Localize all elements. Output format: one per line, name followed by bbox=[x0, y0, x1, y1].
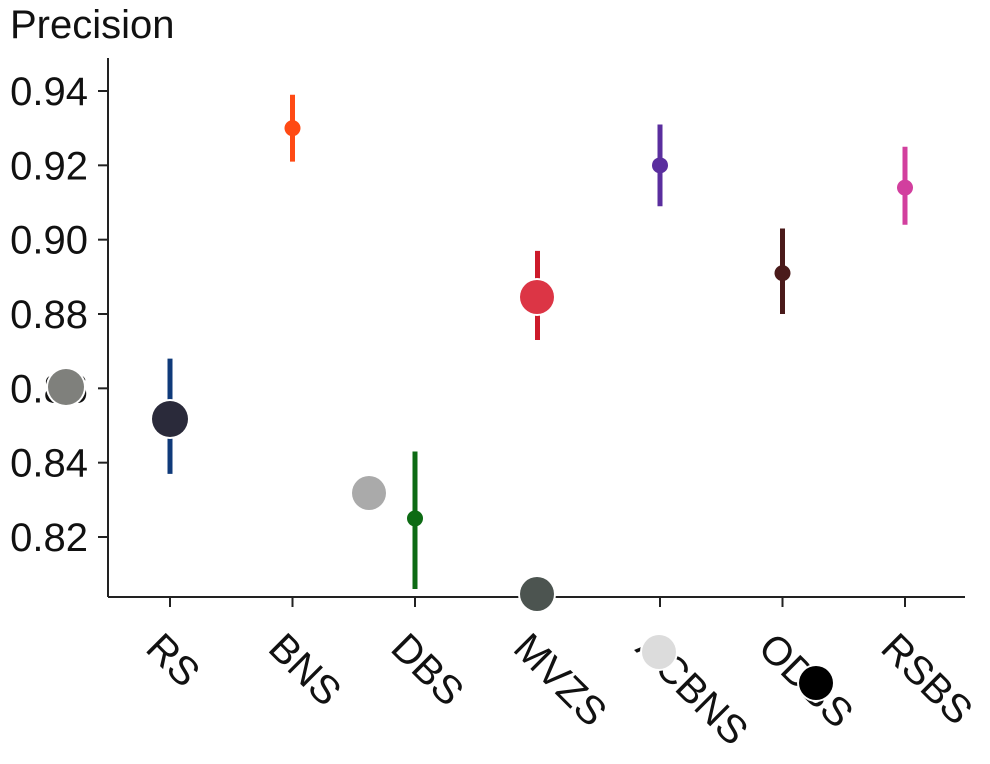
overlay-marker bbox=[642, 635, 676, 669]
x-tick-label: MVZS bbox=[505, 625, 615, 735]
x-tick-label: RSBS bbox=[873, 625, 981, 733]
point-dbs bbox=[407, 510, 423, 527]
point-odbs bbox=[774, 265, 791, 282]
overlay-marker bbox=[152, 401, 188, 437]
overlay-marker bbox=[520, 577, 554, 611]
overlay-marker bbox=[48, 369, 84, 405]
error-bars bbox=[167, 94, 908, 590]
overlay-marker bbox=[352, 476, 386, 510]
point-rsbs bbox=[897, 179, 913, 196]
overlay-marker bbox=[520, 280, 554, 314]
y-tick-label: 0.84 bbox=[10, 442, 88, 486]
y-tick-label: 0.94 bbox=[10, 70, 88, 114]
point-bns bbox=[284, 120, 301, 137]
overlay-markers bbox=[46, 278, 835, 702]
x-tick-label: RS bbox=[138, 625, 208, 695]
y-tick-label: 0.82 bbox=[10, 516, 88, 560]
x-tick-label: DBS bbox=[383, 625, 472, 714]
y-tick-label: 0.90 bbox=[10, 219, 88, 263]
y-axis-label: Precision bbox=[10, 3, 175, 47]
overlay-marker bbox=[799, 666, 833, 700]
y-tick-label: 0.88 bbox=[10, 293, 88, 337]
y-tick-label: 0.92 bbox=[10, 144, 88, 188]
point-acbns bbox=[652, 157, 668, 174]
x-tick-label: BNS bbox=[260, 625, 349, 714]
x-ticks: RSBNSDBSMVZSACBNSODBSRSBS bbox=[138, 597, 981, 754]
y-ticks: 0.820.840.860.880.900.920.94 bbox=[10, 70, 108, 560]
